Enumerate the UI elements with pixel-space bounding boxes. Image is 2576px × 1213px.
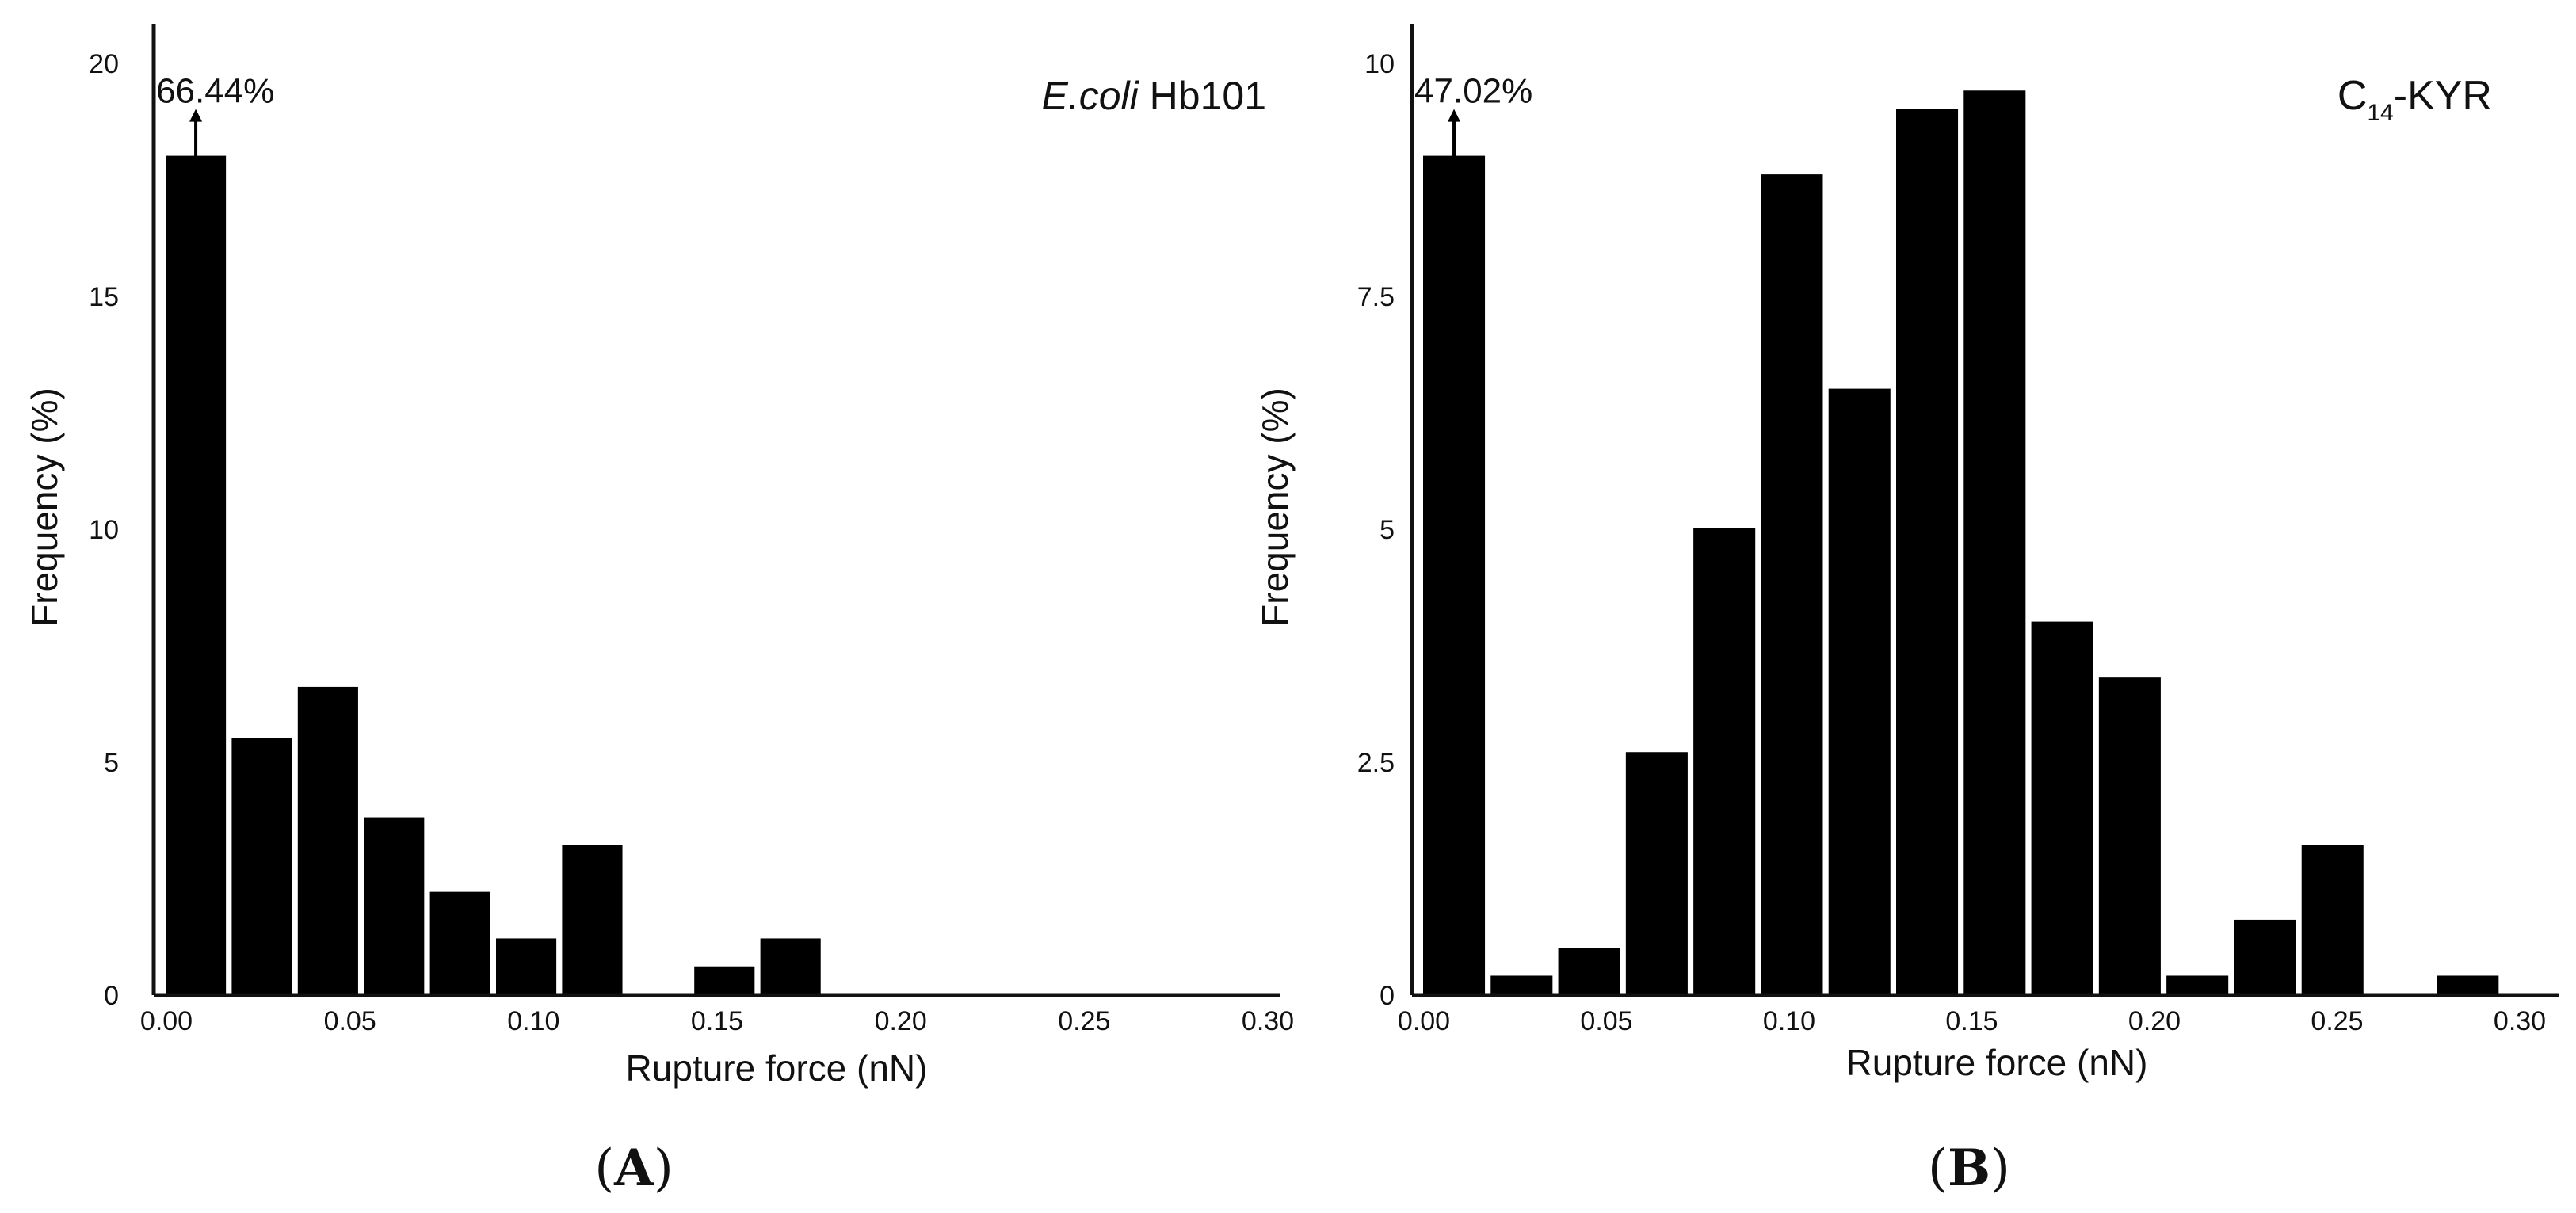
- chart-b-bar-9: [2031, 621, 2093, 996]
- chart-a-title-rest: Hb101: [1139, 74, 1266, 118]
- chart-a-bar-1: [231, 738, 292, 996]
- chart-b-y-tick-label-2: 5: [1380, 515, 1395, 545]
- chart-a-y-axis-label: Frequency (%): [24, 387, 65, 627]
- chart-b-title-rest: -KYR: [2394, 73, 2492, 119]
- panel-label-b-close: ): [1990, 1139, 2010, 1198]
- chart-b-title: C14-KYR: [2337, 73, 2492, 126]
- chart-b-bar-13: [2301, 845, 2364, 996]
- chart-b-bar-1: [1490, 975, 1553, 996]
- chart-b-bar-2: [1558, 948, 1620, 996]
- chart-b-bar-8: [1963, 90, 2026, 996]
- chart-a-x-tick-label-6: 0.30: [1242, 1006, 1294, 1036]
- chart-a-bar-2: [297, 686, 358, 996]
- chart-b-x-tick-label-0: 0.00: [1398, 1006, 1450, 1036]
- panel-label-a: (A): [594, 1139, 674, 1198]
- chart-panel-a: 0 5 10 15 20 0.00 0.05 0.10 0.15 0.20 0.25 0.30 66…: [24, 24, 1294, 1089]
- chart-b-annotation-label: 47.02%: [1414, 72, 1532, 111]
- chart-b-x-tick-label-4: 0.20: [2128, 1006, 2181, 1036]
- panel-label-b: (B): [1928, 1139, 2010, 1198]
- chart-a-y-tick-label-4: 20: [89, 49, 119, 79]
- chart-a-y-tick-label-1: 5: [104, 748, 119, 778]
- chart-a-x-tick-label-3: 0.15: [691, 1006, 743, 1036]
- chart-b-x-tick-label-1: 0.05: [1580, 1006, 1632, 1036]
- panel-label-b-letter: B: [1948, 1139, 1990, 1198]
- chart-b-bars: [1423, 90, 2499, 997]
- chart-b-x-tick-label-5: 0.25: [2311, 1006, 2363, 1036]
- panel-label-a-close: ): [654, 1139, 674, 1198]
- chart-a-annotation-arrow-head: [189, 109, 203, 122]
- chart-b-y-tick-label-3: 7.5: [1357, 282, 1395, 312]
- chart-a-title-italic: E.coli: [1042, 74, 1140, 118]
- chart-a-bars: [166, 155, 821, 997]
- chart-a-bar-8: [760, 938, 821, 996]
- chart-b-bar-10: [2098, 677, 2161, 996]
- chart-a-x-ticks: 0.00 0.05 0.10 0.15 0.20 0.25 0.30: [140, 1006, 1294, 1036]
- chart-b-bar-11: [2166, 975, 2229, 996]
- chart-b-title-main: C: [2337, 73, 2368, 119]
- chart-a-bar-7: [694, 966, 755, 996]
- chart-b-bar-5: [1761, 174, 1823, 996]
- chart-a-x-tick-label-5: 0.25: [1058, 1006, 1110, 1036]
- chart-b-bar-4: [1693, 528, 1756, 996]
- chart-a-bar-0: [166, 155, 227, 997]
- chart-a-bar-5: [496, 938, 557, 996]
- chart-a-y-tick-label-0: 0: [104, 981, 119, 1011]
- chart-a-annotation: 66.44%: [156, 72, 274, 157]
- chart-panel-b: 02.557.510 0.00 0.05 0.10 0.15 0.20 0.25 0.30 …: [1254, 24, 2559, 1083]
- chart-b-x-tick-label-2: 0.10: [1763, 1006, 1815, 1036]
- chart-b-x-ticks: 0.00 0.05 0.10 0.15 0.20 0.25 0.30: [1398, 1006, 2546, 1036]
- chart-b-bar-0: [1423, 155, 1486, 997]
- chart-a-y-ticks: 0 5 10 15 20: [89, 49, 119, 1011]
- chart-b-x-tick-label-6: 0.30: [2494, 1006, 2546, 1036]
- chart-b-y-axis-label: Frequency (%): [1254, 387, 1296, 627]
- chart-a-x-tick-label-2: 0.10: [507, 1006, 559, 1036]
- chart-b-bar-7: [1895, 109, 1959, 996]
- chart-b-bar-12: [2234, 919, 2296, 997]
- chart-a-x-tick-label-1: 0.05: [324, 1006, 376, 1036]
- chart-a-y-tick-label-2: 10: [89, 515, 119, 545]
- chart-b-bar-14: [2437, 975, 2499, 996]
- chart-b-bar-6: [1828, 388, 1891, 997]
- chart-b-x-axis-label: Rupture force (nN): [1846, 1042, 2148, 1083]
- chart-b-annotation: 47.02%: [1414, 72, 1532, 157]
- chart-a-annotation-label: 66.44%: [156, 72, 274, 111]
- chart-a-bar-3: [364, 817, 425, 997]
- chart-b-y-tick-label-4: 10: [1364, 49, 1395, 79]
- chart-b-y-tick-label-1: 2.5: [1357, 748, 1395, 778]
- chart-b-x-tick-label-3: 0.15: [1945, 1006, 1998, 1036]
- chart-a-x-axis-label: Rupture force (nN): [626, 1047, 928, 1089]
- chart-b-y-ticks: 0 2.5 5 7.5 10: [1357, 49, 1395, 1011]
- panel-label-a-open: (: [594, 1139, 614, 1198]
- chart-a-x-tick-label-0: 0.00: [140, 1006, 193, 1036]
- chart-b-title-subscript: 14: [2367, 100, 2393, 126]
- chart-b-y-tick-label-0: 0: [1380, 981, 1395, 1011]
- chart-a-title: E.coli Hb101: [1042, 74, 1267, 118]
- chart-a-bar-4: [429, 891, 490, 997]
- panel-label-a-letter: A: [613, 1139, 654, 1198]
- chart-a-bar-6: [562, 845, 623, 996]
- panel-label-b-open: (: [1928, 1139, 1948, 1198]
- chart-b-annotation-arrow-head: [1448, 109, 1461, 122]
- chart-b-bar-3: [1625, 752, 1688, 996]
- chart-a-x-tick-label-4: 0.20: [875, 1006, 927, 1036]
- chart-a-y-tick-label-3: 15: [89, 282, 119, 312]
